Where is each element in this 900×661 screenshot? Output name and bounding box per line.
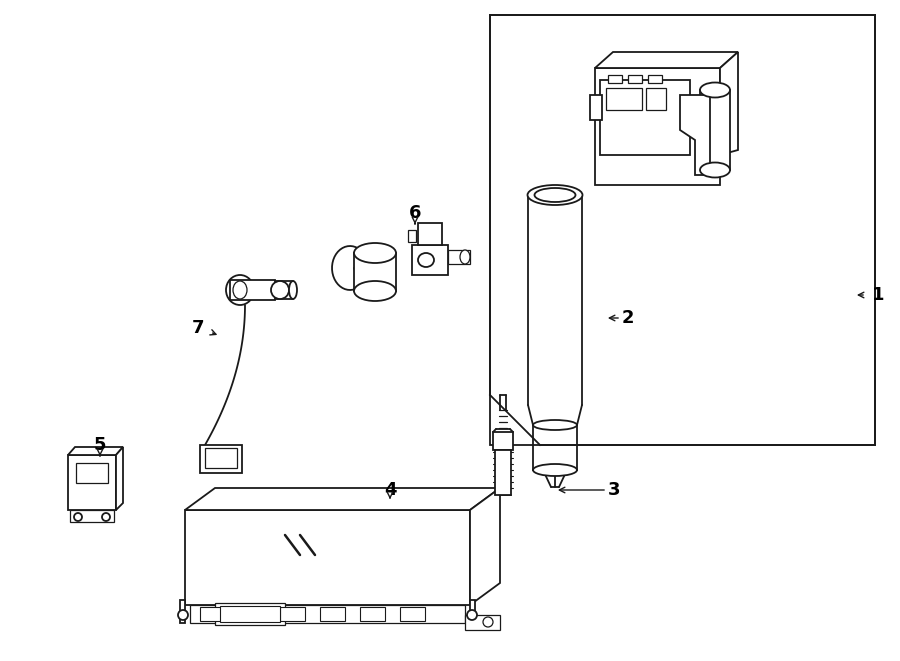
Bar: [240, 607, 265, 621]
Text: 6: 6: [409, 204, 421, 222]
Polygon shape: [595, 68, 720, 185]
Bar: [608, 75, 622, 83]
Bar: [606, 88, 642, 110]
Ellipse shape: [233, 281, 247, 299]
Ellipse shape: [533, 420, 577, 430]
Ellipse shape: [700, 163, 730, 178]
Bar: [590, 95, 602, 120]
Bar: [646, 88, 666, 110]
Bar: [408, 230, 416, 242]
Bar: [190, 605, 465, 623]
Ellipse shape: [226, 275, 254, 305]
Bar: [215, 603, 285, 625]
Bar: [465, 615, 500, 630]
Polygon shape: [68, 447, 123, 455]
Circle shape: [102, 513, 110, 521]
Text: 7: 7: [192, 319, 204, 337]
Polygon shape: [720, 52, 738, 155]
Circle shape: [467, 610, 477, 620]
Ellipse shape: [354, 243, 396, 263]
Bar: [628, 75, 642, 83]
Polygon shape: [68, 455, 116, 510]
Ellipse shape: [527, 185, 582, 205]
Polygon shape: [470, 600, 475, 623]
Text: 1: 1: [872, 286, 884, 304]
Polygon shape: [180, 600, 185, 623]
Polygon shape: [230, 280, 275, 300]
Ellipse shape: [354, 281, 396, 301]
Circle shape: [483, 617, 493, 627]
Bar: [493, 432, 513, 450]
Bar: [360, 607, 385, 621]
Bar: [412, 245, 448, 275]
Bar: [205, 448, 237, 468]
Bar: [200, 607, 225, 621]
Polygon shape: [185, 488, 500, 510]
Polygon shape: [595, 52, 738, 68]
Ellipse shape: [535, 188, 575, 202]
Ellipse shape: [271, 281, 289, 299]
Ellipse shape: [700, 83, 730, 98]
Polygon shape: [470, 488, 500, 605]
Polygon shape: [116, 447, 123, 510]
Bar: [200, 445, 242, 473]
Text: 5: 5: [94, 436, 106, 454]
Bar: [280, 607, 305, 621]
Bar: [400, 607, 425, 621]
Ellipse shape: [533, 464, 577, 476]
Bar: [448, 250, 470, 264]
Circle shape: [74, 513, 82, 521]
Bar: [220, 606, 280, 622]
Bar: [418, 223, 442, 245]
Bar: [320, 607, 345, 621]
Text: 3: 3: [608, 481, 620, 499]
Ellipse shape: [289, 281, 297, 299]
Bar: [70, 510, 114, 522]
Ellipse shape: [460, 250, 470, 264]
Text: 2: 2: [622, 309, 634, 327]
Bar: [354, 253, 396, 291]
Bar: [76, 463, 108, 483]
Circle shape: [178, 610, 188, 620]
Bar: [490, 15, 875, 445]
Polygon shape: [185, 510, 470, 605]
Bar: [648, 75, 662, 83]
Bar: [495, 450, 511, 495]
Bar: [700, 90, 730, 170]
Bar: [600, 80, 690, 155]
Polygon shape: [680, 95, 710, 175]
Text: 4: 4: [383, 481, 396, 499]
Ellipse shape: [418, 253, 434, 267]
